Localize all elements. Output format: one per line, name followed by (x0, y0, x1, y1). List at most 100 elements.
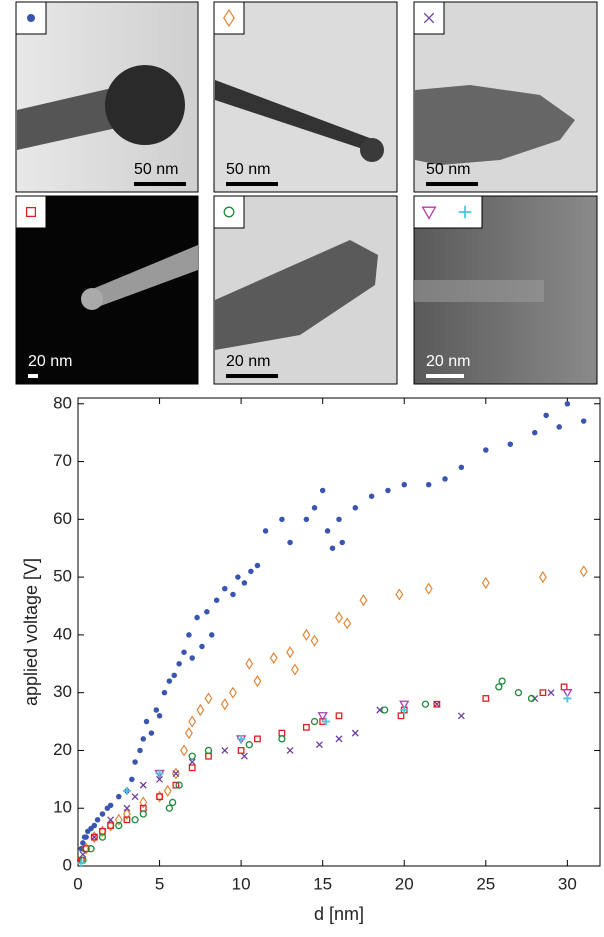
point (336, 516, 342, 523)
point (82, 845, 90, 853)
y-tick-label: 0 (63, 855, 72, 874)
y-tick-label: 80 (53, 393, 72, 412)
point (329, 545, 336, 551)
point (395, 588, 404, 601)
point (176, 661, 182, 667)
point (424, 582, 433, 595)
nanowire (215, 80, 375, 152)
point (351, 729, 359, 737)
point (556, 424, 562, 430)
point (507, 441, 514, 447)
nanowire (17, 85, 130, 150)
point (230, 591, 236, 598)
scale-bar (28, 374, 38, 378)
point (262, 528, 269, 534)
plot: d [nm] applied voltage [V] (21, 397, 601, 924)
point (90, 833, 98, 841)
point (188, 758, 196, 766)
legend-icon-box (213, 195, 245, 229)
x-tick-label: 0 (73, 874, 82, 893)
point (188, 715, 197, 728)
y-tick-label: 50 (53, 567, 72, 586)
point (229, 686, 237, 699)
point (139, 781, 147, 789)
point (543, 412, 549, 419)
point (481, 576, 490, 589)
scale-bar (134, 182, 186, 186)
legend-marker (223, 8, 235, 28)
y-tick-label: 30 (53, 682, 72, 701)
point (286, 646, 295, 659)
point (539, 689, 547, 697)
point (278, 735, 286, 743)
point (116, 793, 122, 800)
point (324, 528, 331, 534)
point (399, 700, 410, 710)
point (161, 689, 168, 696)
point (248, 568, 254, 575)
point (339, 539, 346, 546)
point (311, 505, 318, 511)
point (114, 813, 123, 826)
point (156, 775, 164, 783)
point (148, 730, 155, 736)
point (166, 678, 173, 684)
point (498, 677, 506, 685)
y-tick-label: 60 (53, 509, 72, 528)
point (483, 447, 489, 453)
point (562, 689, 573, 698)
point (397, 712, 405, 720)
x-tick-label: 10 (232, 874, 251, 893)
tip (105, 65, 185, 145)
point (156, 713, 163, 719)
point (156, 793, 163, 801)
point (204, 692, 213, 705)
scale-bar-label: 50 nm (426, 161, 470, 178)
point (482, 695, 490, 702)
point (209, 632, 215, 638)
point (91, 822, 98, 829)
point (433, 700, 441, 708)
point (579, 565, 588, 578)
legend-icon-box (15, 195, 47, 229)
point (107, 816, 115, 824)
point (254, 562, 261, 569)
point (254, 735, 261, 743)
y-axis-label: applied voltage [V] (21, 558, 41, 706)
legend-marker (25, 206, 37, 218)
point (560, 683, 568, 691)
x-tick-label: 20 (395, 874, 414, 893)
point (359, 594, 368, 607)
point (155, 769, 164, 778)
point (278, 729, 286, 737)
x-tick-label: 30 (558, 874, 577, 893)
point (83, 834, 89, 840)
nanowire (90, 245, 198, 308)
point (237, 747, 245, 754)
point (538, 571, 547, 584)
point (425, 481, 432, 488)
x-axis-label: d [nm] (314, 904, 364, 924)
point (385, 487, 391, 494)
point (153, 707, 160, 713)
point (269, 651, 278, 665)
point (401, 481, 407, 488)
point (122, 807, 131, 821)
point (123, 804, 131, 812)
point (310, 634, 319, 647)
point (286, 746, 294, 754)
point (186, 632, 192, 638)
plot-frame (77, 397, 601, 867)
point (442, 476, 448, 482)
point (168, 798, 177, 807)
point (194, 614, 200, 621)
point (433, 700, 441, 708)
y-tick-label: 40 (53, 624, 72, 643)
y-tick-label: 10 (53, 798, 72, 817)
point (343, 617, 352, 630)
point (290, 663, 299, 676)
point (527, 694, 536, 703)
nanowire (414, 280, 544, 302)
